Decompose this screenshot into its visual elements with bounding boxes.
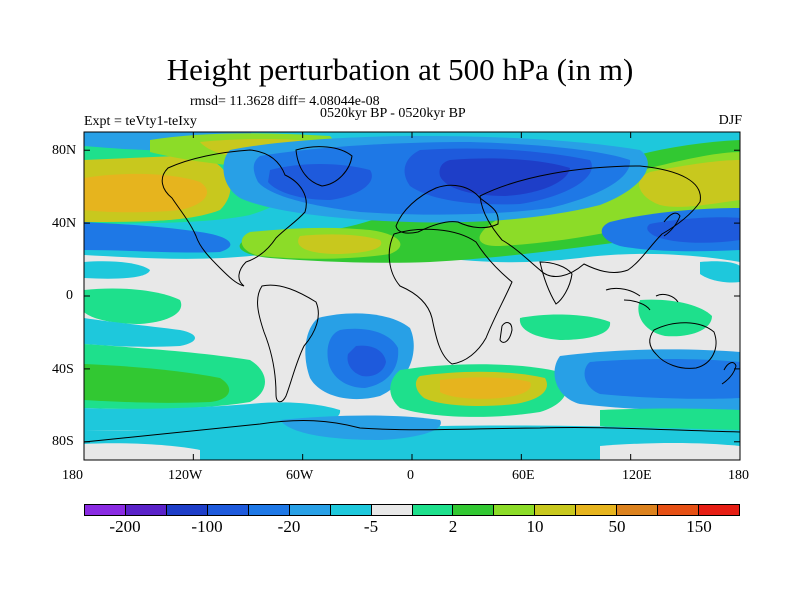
- colorbar-segment: [453, 505, 495, 515]
- colorbar-label: 50: [608, 517, 626, 536]
- contour-nh-yellow-east: [639, 160, 740, 207]
- y-tick-label: 0: [66, 288, 73, 303]
- contour-field: [84, 132, 740, 460]
- contour-maritime-green: [638, 299, 712, 337]
- y-tick-label: 80N: [52, 143, 77, 158]
- colorbar: [84, 504, 740, 516]
- rmsd-stats: rmsd= 11.3628 diff= 4.08044e-08: [190, 94, 380, 109]
- coast-north-america: [161, 149, 307, 287]
- coast-asia: [479, 165, 701, 278]
- colorbar-label: 10: [526, 517, 544, 536]
- colorbar-segment: [494, 505, 536, 515]
- colorbar-segment: [535, 505, 577, 515]
- coast-africa: [388, 228, 513, 365]
- colorbar-segment: [576, 505, 618, 515]
- colorbar-label: -200: [109, 517, 141, 536]
- y-tick-label: 40N: [52, 216, 77, 231]
- contour-indian-green: [519, 314, 611, 340]
- colorbar-segment: [699, 505, 739, 515]
- y-tick-label: 40S: [52, 362, 74, 377]
- contour-antarctic-grey-west: [84, 443, 200, 460]
- axis-ticks: [83, 132, 741, 460]
- coast-south-america: [257, 284, 319, 403]
- colorbar-segment: [658, 505, 700, 515]
- period-label: 0520kyr BP - 0520kyr BP: [320, 106, 466, 121]
- x-tick-label: 120W: [168, 468, 203, 483]
- coast-greenland: [295, 146, 353, 187]
- contour-tropics-cyan-pacific: [84, 261, 150, 279]
- season-label: DJF: [718, 113, 742, 128]
- colorbar-segment: [248, 505, 290, 515]
- colorbar-segment: [166, 505, 208, 515]
- colorbar-label: 2: [448, 517, 458, 536]
- contour-tropics-green-west: [84, 288, 182, 324]
- contour-sh-cyan-pacific: [84, 402, 341, 431]
- x-tick-label: 120E: [622, 468, 652, 483]
- colorbar-segment: [85, 505, 126, 515]
- contour-south-atlantic-core: [347, 345, 386, 377]
- contour-antarctic-cyan: [84, 425, 740, 460]
- y-tick-label: 80S: [52, 434, 74, 449]
- x-tick-label: 180: [62, 468, 83, 483]
- colorbar-label: -100: [191, 517, 223, 536]
- colorbar-segment: [207, 505, 249, 515]
- contour-pacific-cyan-east: [700, 261, 740, 283]
- figure-title: Height perturbation at 500 hPa (in m): [166, 52, 634, 87]
- colorbar-segment: [371, 505, 413, 515]
- x-tick-label: 60W: [286, 468, 314, 483]
- colorbar-segment: [289, 505, 331, 515]
- coast-australia: [649, 322, 717, 369]
- contour-antarctic-grey-east: [600, 443, 740, 460]
- x-tick-label: 0: [407, 468, 414, 483]
- contour-eurasia-deepest: [439, 158, 570, 196]
- coast-europe: [395, 184, 499, 234]
- coast-japan: [663, 212, 681, 237]
- coast-india: [539, 261, 573, 305]
- coastlines: [83, 146, 741, 443]
- contour-greenland-blue: [268, 164, 372, 200]
- coast-maritime-se-asia: [605, 287, 679, 311]
- colorbar-segment: [125, 505, 167, 515]
- colorbar-segment: [412, 505, 454, 515]
- x-tick-label: 60E: [512, 468, 535, 483]
- colorbar-label: 150: [686, 517, 712, 536]
- contour-tropics-cyan-west: [84, 318, 195, 347]
- colorbar-label: -20: [277, 517, 301, 536]
- coast-new-zealand: [721, 362, 737, 385]
- colorbar-segment: [330, 505, 372, 515]
- colorbar-segment: [617, 505, 659, 515]
- contour-sh-lime-east: [600, 408, 740, 431]
- coast-antarctica: [83, 420, 741, 443]
- contour-sh-blue-east: [584, 359, 740, 399]
- contour-sh-lime-band: [84, 364, 230, 403]
- coast-madagascar: [499, 322, 513, 343]
- experiment-label: Expt = teVty1-teIxy: [84, 114, 197, 129]
- contour-nh-blue-west: [84, 222, 231, 253]
- contour-south-indian-orange: [440, 377, 531, 399]
- contour-north-pacific-deep: [647, 217, 740, 243]
- colorbar-label: -5: [363, 517, 379, 536]
- contour-nh-orange-west: [84, 173, 208, 213]
- contour-north-atlantic-yellow: [298, 234, 382, 254]
- x-tick-label: 180: [728, 468, 749, 483]
